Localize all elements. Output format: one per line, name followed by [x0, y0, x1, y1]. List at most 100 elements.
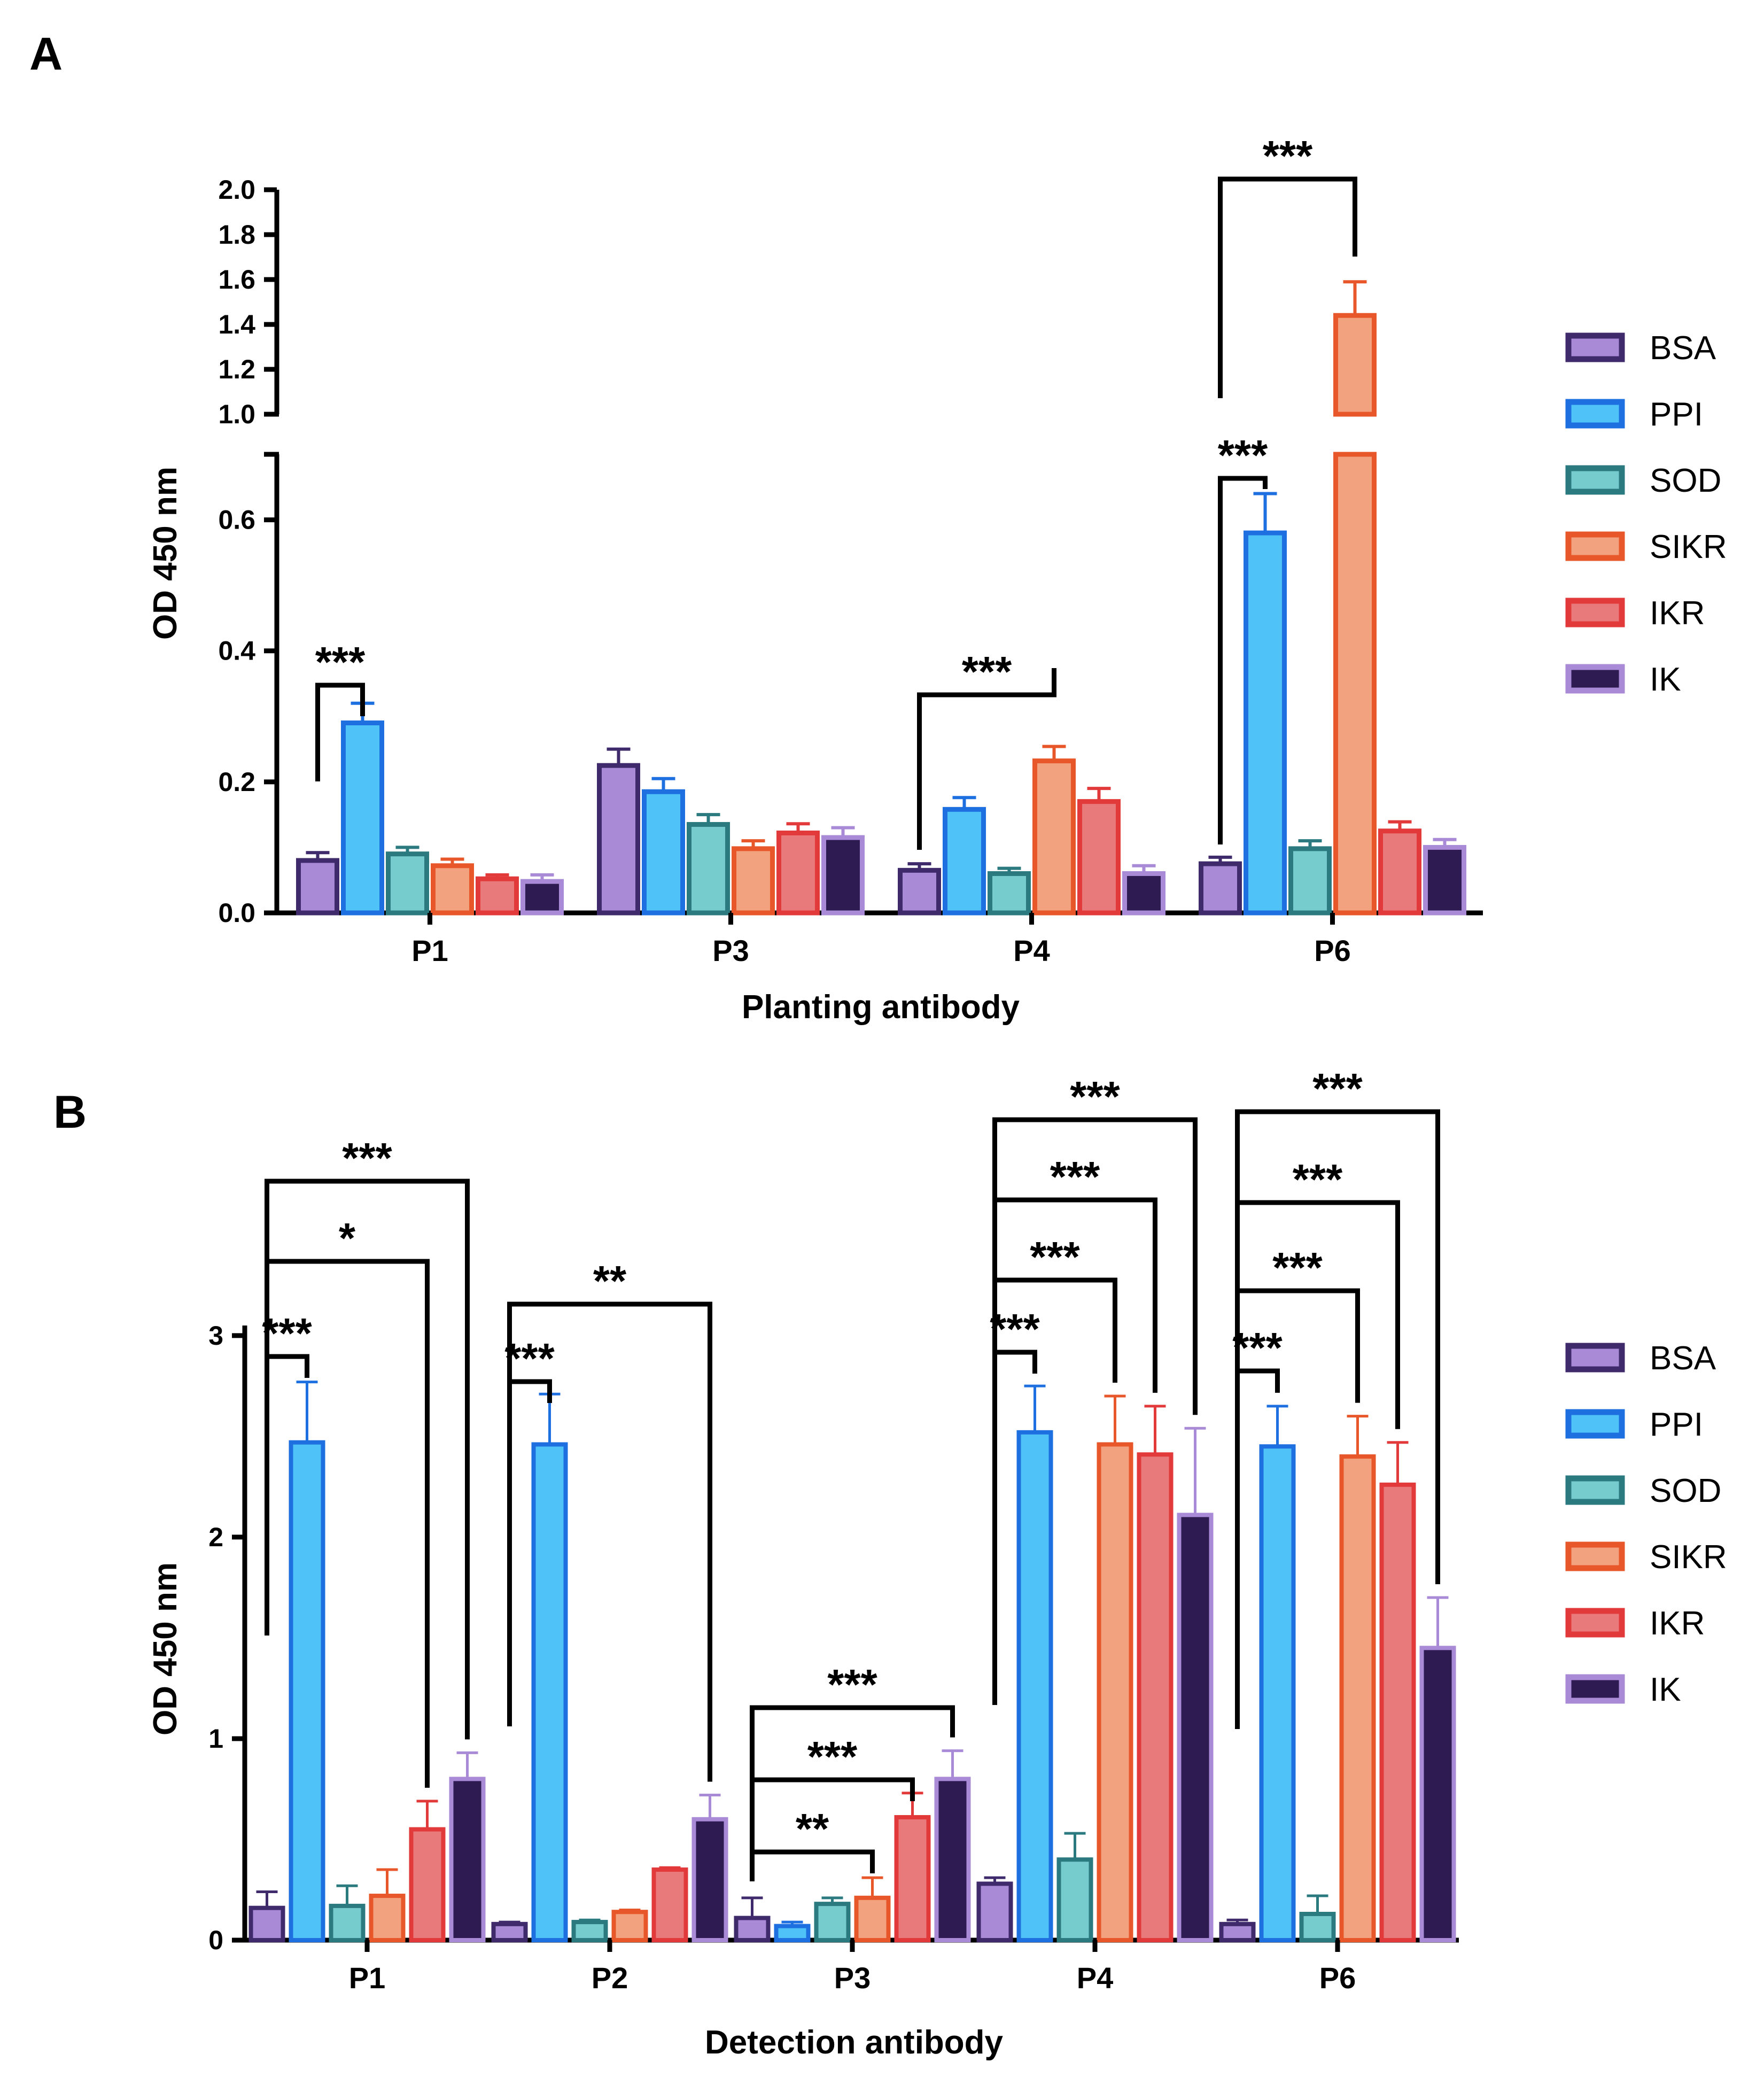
chart-a-category-p6: P6 [1314, 934, 1351, 967]
chart-a-bar-p3-bsa [597, 763, 640, 916]
chart-b-ytick-label: 2 [208, 1522, 223, 1552]
chart-a-ytick-label: 1.8 [218, 220, 255, 250]
chart-b-legend-label-bsa: BSA [1650, 1340, 1716, 1377]
chart-b-sig-p1-1-label: * [339, 1214, 356, 1262]
chart-a-sig-p1-0-line [315, 683, 365, 781]
chart-b-bar-p3-ppi [774, 1924, 811, 1942]
chart-a-legend-label-sikr: SIKR [1650, 529, 1727, 565]
chart-a-sig-p6-2-line [1218, 476, 1268, 844]
chart-b-sig-p3-7-label: *** [827, 1661, 877, 1708]
chart-b-bar-p1-sikr [369, 1894, 406, 1942]
chart-b-legend-swatch-bsa [1565, 1343, 1625, 1373]
chart-a-ytick-label: 2.0 [218, 175, 255, 205]
chart-a-bar-p1-ppi [341, 720, 384, 916]
chart-a-legend-swatch-bsa [1565, 332, 1625, 362]
chart-b-sig-p3-5-line [750, 1849, 875, 1881]
chart-b-category-p2: P2 [592, 1961, 628, 1995]
chart-a-legend-label-ik: IK [1650, 661, 1681, 698]
chart-a-category-p4: P4 [1013, 934, 1050, 967]
chart-b-category-p3: P3 [834, 1961, 871, 1995]
chart-b-bar-p4-sikr [1097, 1442, 1133, 1942]
chart-b-legend-label-sod: SOD [1650, 1472, 1721, 1509]
chart-a-ytick-label: 1.2 [218, 354, 255, 384]
chart-b-bar-p6-ppi [1259, 1444, 1296, 1942]
chart-a-legend: BSA PPI SOD SIKR IKR IK [1565, 330, 1727, 698]
chart-b-bar-p3-sod [814, 1902, 851, 1942]
chart-a-bar-p6-bsa [1199, 861, 1242, 916]
chart-a-sig-p6-3-line [1218, 176, 1357, 398]
chart-a-bars: P1 P3 P4 P6 [296, 280, 1466, 967]
panel-letter-b: B [53, 1087, 87, 1138]
chart-a-legend-swatch-ppi [1565, 399, 1625, 429]
chart-a-sig-p6-2-label: *** [1218, 431, 1268, 479]
chart-a-bar-p6-sod [1288, 846, 1332, 916]
chart-a-legend-label-sod: SOD [1650, 462, 1721, 499]
chart-b-significance: ****************************************… [262, 1065, 1440, 1881]
chart-a-sig-p4-1-line [917, 668, 1056, 850]
chart-a-ylabel: OD 450 nm [147, 467, 184, 640]
chart-b-bar-p4-ppi [1016, 1430, 1053, 1943]
chart-b-bar-p2-ik [691, 1817, 728, 1943]
chart-b-legend-label-sikr: SIKR [1650, 1539, 1727, 1576]
chart-a-ytick-label: 0.4 [218, 636, 255, 666]
chart-b-sig-p6-15-label: *** [1312, 1065, 1363, 1112]
chart-a-bar-p4-ppi [943, 807, 986, 916]
chart-b-legend-label-ikr: IKR [1650, 1605, 1705, 1642]
chart-b-sig-p1-2-line [265, 1179, 470, 1740]
chart-b-sig-p6-14-label: *** [1293, 1156, 1343, 1203]
chart-a-bar-p3-sikr [732, 846, 775, 916]
chart-b-bar-p6-sod [1299, 1911, 1336, 1943]
chart-a-bar-p4-ik [1122, 871, 1165, 916]
chart-a-legend-swatch-ik [1565, 664, 1625, 694]
chart-b-sig-p4-11-line [992, 1117, 1198, 1705]
chart-b-bar-p1-ppi [289, 1440, 325, 1942]
chart-a-legend-swatch-sikr [1565, 531, 1625, 561]
chart-a-ytick-label: 1.4 [218, 309, 255, 339]
chart-a-xlabel: Planting antibody [742, 989, 1020, 1026]
chart-b-sig-p4-9-label: *** [1030, 1233, 1080, 1281]
chart-b-bars: P1 P2 P3 P4 P6 [248, 1381, 1456, 1995]
chart-b-bar-p1-ikr [409, 1827, 446, 1943]
chart-b-bar-p6-ikr [1379, 1482, 1416, 1943]
chart-b-category-p1: P1 [349, 1961, 386, 1995]
chart-b-legend-swatch-ik [1565, 1674, 1625, 1704]
chart-b-ytick-label: 3 [208, 1321, 223, 1351]
chart-a: 0.00.20.40.61.01.21.41.61.82.0 P1 P3 P4 P6 … [147, 132, 1727, 1026]
panel-letter-a: A [29, 28, 63, 80]
chart-a-bar-p1-bsa [296, 858, 339, 916]
chart-b-bar-p2-sikr [611, 1910, 648, 1943]
chart-b-bar-p6-sikr [1339, 1454, 1376, 1943]
chart-a-bar-p1-ikr [476, 876, 519, 916]
chart-b-bar-p3-ik [934, 1777, 971, 1942]
chart-b-legend-label-ppi: PPI [1650, 1406, 1703, 1443]
chart-a-sig-p6-3-label: *** [1263, 132, 1313, 180]
chart-b-category-p6: P6 [1319, 1961, 1356, 1995]
chart-a-category-p3: P3 [712, 934, 749, 967]
chart-b-sig-p1-2-label: *** [342, 1134, 392, 1182]
chart-b-sig-p3-7-line [750, 1705, 955, 1881]
chart-b-bar-p2-ikr [651, 1867, 688, 1942]
chart-b-bar-p1-sod [329, 1903, 366, 1942]
chart-b-ytick-label: 1 [208, 1724, 223, 1754]
chart-b-legend: BSA PPI SOD SIKR IKR IK [1565, 1340, 1727, 1708]
chart-a-bar-p4-sikr [1032, 758, 1076, 916]
chart-a-bar-p1-sod [386, 851, 429, 916]
chart-b-bar-p2-ppi [531, 1442, 568, 1942]
chart-b-bar-p2-bsa [491, 1921, 528, 1943]
chart-b-bar-p4-bsa [976, 1881, 1013, 1943]
chart-b-bar-p1-bsa [248, 1905, 285, 1942]
chart-b-legend-swatch-sod [1565, 1475, 1625, 1505]
chart-b-bar-p4-ik [1177, 1513, 1214, 1943]
chart-b-sig-p2-3-label: *** [504, 1335, 555, 1382]
chart-b-bar-p4-sod [1056, 1857, 1093, 1943]
chart-b-sig-p2-4-line [507, 1301, 712, 1782]
chart-b-sig-p2-4-label: ** [593, 1257, 627, 1305]
chart-b-sig-p4-11-label: *** [1070, 1073, 1120, 1120]
chart-b-sig-p6-13-label: *** [1272, 1244, 1323, 1291]
chart-a-ytick-label: 1.6 [218, 265, 255, 294]
chart-b-legend-swatch-ppi [1565, 1409, 1625, 1439]
chart-b-legend-label-ik: IK [1650, 1671, 1681, 1708]
chart-a-bar-p6-sikr [1333, 452, 1377, 916]
